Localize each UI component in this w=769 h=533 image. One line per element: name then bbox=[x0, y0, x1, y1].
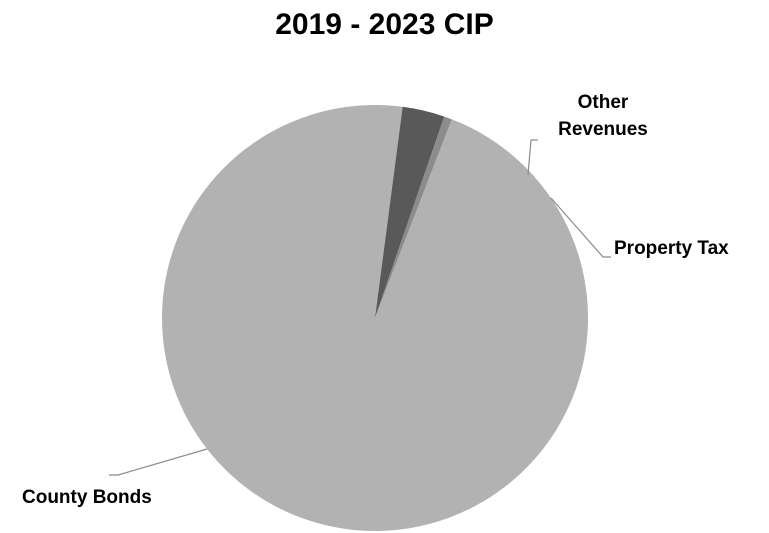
slice-other-revenues bbox=[375, 116, 452, 318]
slice-county-bonds bbox=[162, 104, 589, 531]
slice-label-county-bonds: County Bonds bbox=[22, 487, 152, 508]
chart-title: 2019 - 2023 CIP bbox=[275, 8, 494, 41]
leader-line-county-bonds bbox=[109, 448, 208, 476]
pie-slices bbox=[162, 104, 589, 531]
slice-label-property-tax: Property Tax bbox=[614, 238, 729, 259]
leader-line-property-tax bbox=[550, 197, 611, 258]
slice-label-other-revenues-line1: Other bbox=[578, 92, 629, 113]
leader-line-other-revenues bbox=[527, 139, 538, 176]
slice-property-tax bbox=[375, 106, 445, 318]
slice-label-other-revenues-line2: Revenues bbox=[558, 119, 648, 140]
